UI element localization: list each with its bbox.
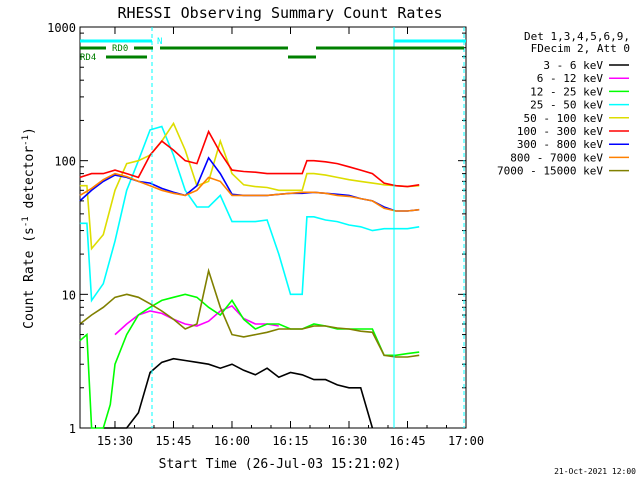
footer-date: 21-Oct-2021 12:00 xyxy=(554,467,636,476)
legend-title-line-2: FDecim 2, Att 0 xyxy=(531,42,630,55)
x-tick-label-1: 15:45 xyxy=(155,434,191,448)
y-label-mid: detector xyxy=(22,146,37,217)
x-tick-label-4: 16:30 xyxy=(331,434,367,448)
legend-label-2: 12 - 25 keV xyxy=(530,85,603,98)
plot-frame xyxy=(79,26,467,429)
series-line-6 xyxy=(79,156,420,212)
legend-label-5: 100 - 300 keV xyxy=(517,125,603,138)
legend-label-6: 300 - 800 keV xyxy=(517,138,603,151)
y-label-a: Count Rate (s xyxy=(22,227,37,329)
y-label-sup1: -1 xyxy=(21,216,31,227)
chart-title: RHESSI Observing Summary Count Rates xyxy=(117,4,442,22)
rd0-marker-label: RD0 xyxy=(112,44,128,54)
y-label-sup2: -1 xyxy=(21,135,31,146)
x-tick-label-6: 17:00 xyxy=(448,434,484,448)
axis-layer: 15:30 15:45 16:00 16:15 16:30 16:45 17:00 1 10 10… xyxy=(47,21,484,448)
y-tick-label-2: 100 xyxy=(54,155,76,169)
series-line-2 xyxy=(79,293,420,429)
y-tick-label-0: 1 xyxy=(69,422,76,436)
series-line-4 xyxy=(79,121,420,251)
y-tick-label-3: 1000 xyxy=(47,21,76,35)
legend-title-line-1: Det 1,3,4,5,6,9, xyxy=(524,30,630,43)
series-line-7 xyxy=(79,172,420,212)
series-line-1 xyxy=(114,304,279,336)
x-tick-label-3: 16:15 xyxy=(272,434,308,448)
status-markers: N RD0 RD4 xyxy=(80,27,466,428)
x-tick-label-0: 15:30 xyxy=(97,434,133,448)
series-line-5 xyxy=(79,129,420,188)
y-tick-label-1: 10 xyxy=(62,288,76,302)
legend-label-3: 25 - 50 keV xyxy=(530,99,603,112)
legend-label-0: 3 - 6 keV xyxy=(543,59,603,72)
legend-label-4: 50 - 100 keV xyxy=(524,112,604,125)
y-label-end: ) xyxy=(22,127,37,135)
y-axis-label: Count Rate (s-1 detector-1) xyxy=(21,127,37,329)
series-line-0 xyxy=(103,357,374,429)
legend-label-7: 800 - 7000 keV xyxy=(510,151,603,164)
legend-label-8: 7000 - 15000 keV xyxy=(497,165,603,178)
x-axis-label: Start Time (26-Jul-03 15:21:02) xyxy=(159,457,402,472)
rd4-marker-label: RD4 xyxy=(80,53,96,63)
n-marker-label: N xyxy=(157,37,162,47)
x-tick-label-2: 16:00 xyxy=(214,434,250,448)
x-tick-label-5: 16:45 xyxy=(389,434,425,448)
legend-label-1: 6 - 12 keV xyxy=(537,72,604,85)
series-line-8 xyxy=(79,267,420,358)
series-layer xyxy=(79,121,420,429)
series-line-3 xyxy=(79,125,420,303)
